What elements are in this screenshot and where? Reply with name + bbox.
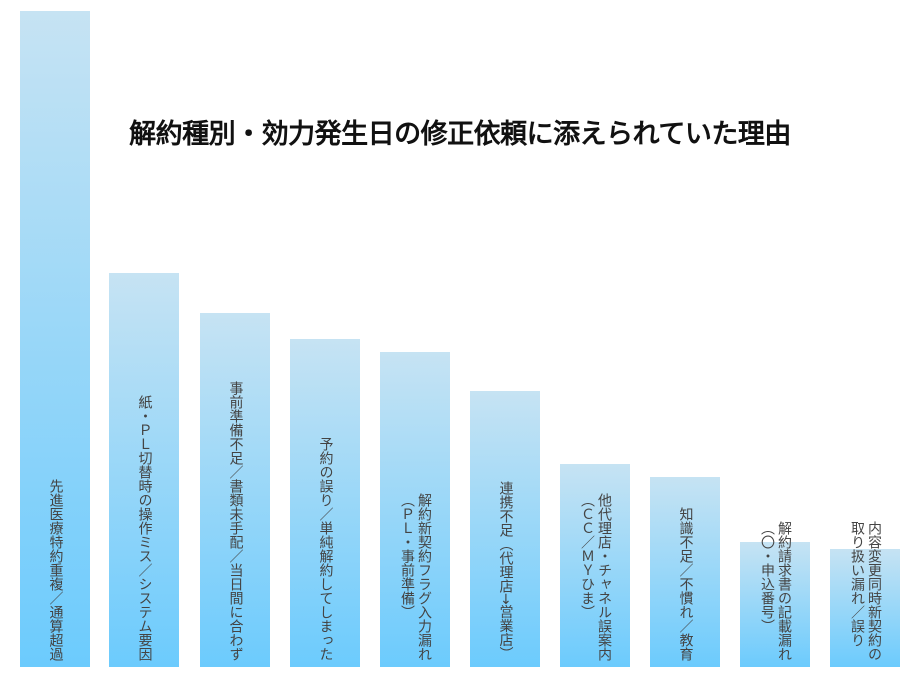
category-label-text: 予約の誤り／単純解約してしまった (317, 437, 334, 661)
category-label-text: 連携不足（代理店→営業店） (497, 481, 514, 661)
category-label-text: 紙・ＰＬ切替時の操作ミス／システム要因 (136, 395, 153, 661)
bar: 他代理店・チャネル誤案内 （ＣＣ／ＭＹひま） (560, 463, 630, 667)
category-label: 解約新契約フラグ入力漏れ （ＰＬ・事前準備） (380, 493, 450, 661)
bar: 内容変更同時新契約の 取り扱い漏れ／誤り (830, 521, 900, 667)
category-label: 知識不足／不慣れ／教育 (650, 507, 720, 661)
category-label-text: 先進医療特約重複／通算超過 (47, 479, 64, 661)
bar: 解約請求書の記載漏れ （〇・申込番号） (740, 521, 810, 667)
category-label-text: 解約請求書の記載漏れ （〇・申込番号） (759, 521, 792, 661)
category-label: 予約の誤り／単純解約してしまった (290, 437, 360, 661)
bar: 事前準備不足／書類未手配／当日間に合わず (200, 312, 270, 667)
category-label: 内容変更同時新契約の 取り扱い漏れ／誤り (830, 521, 900, 661)
category-label: 先進医療特約重複／通算超過 (20, 479, 90, 661)
bar: 紙・ＰＬ切替時の操作ミス／システム要因 (109, 273, 179, 667)
category-label: 事前準備不足／書類未手配／当日間に合わず (200, 381, 270, 661)
category-label-text: 事前準備不足／書類未手配／当日間に合わず (227, 381, 244, 661)
category-label-text: 内容変更同時新契約の 取り扱い漏れ／誤り (849, 521, 882, 661)
bar: 解約新契約フラグ入力漏れ （ＰＬ・事前準備） (380, 352, 450, 667)
bar: 連携不足（代理店→営業店） (470, 391, 540, 667)
category-label-text: 他代理店・チャネル誤案内 （ＣＣ／ＭＹひま） (579, 493, 612, 661)
bar: 予約の誤り／単純解約してしまった (290, 339, 360, 667)
bar: 知識不足／不慣れ／教育 (650, 476, 720, 667)
category-label-text: 解約新契約フラグ入力漏れ （ＰＬ・事前準備） (399, 493, 432, 661)
category-label-text: 知識不足／不慣れ／教育 (677, 507, 694, 661)
category-label: 連携不足（代理店→営業店） (470, 481, 540, 661)
category-label: 解約請求書の記載漏れ （〇・申込番号） (740, 521, 810, 661)
category-label: 紙・ＰＬ切替時の操作ミス／システム要因 (109, 395, 179, 661)
bar: 先進医療特約重複／通算超過 (20, 11, 90, 667)
category-label: 他代理店・チャネル誤案内 （ＣＣ／ＭＹひま） (560, 493, 630, 661)
chart-title: 解約種別・効力発生日の修正依頼に添えられていた理由 (129, 119, 791, 150)
